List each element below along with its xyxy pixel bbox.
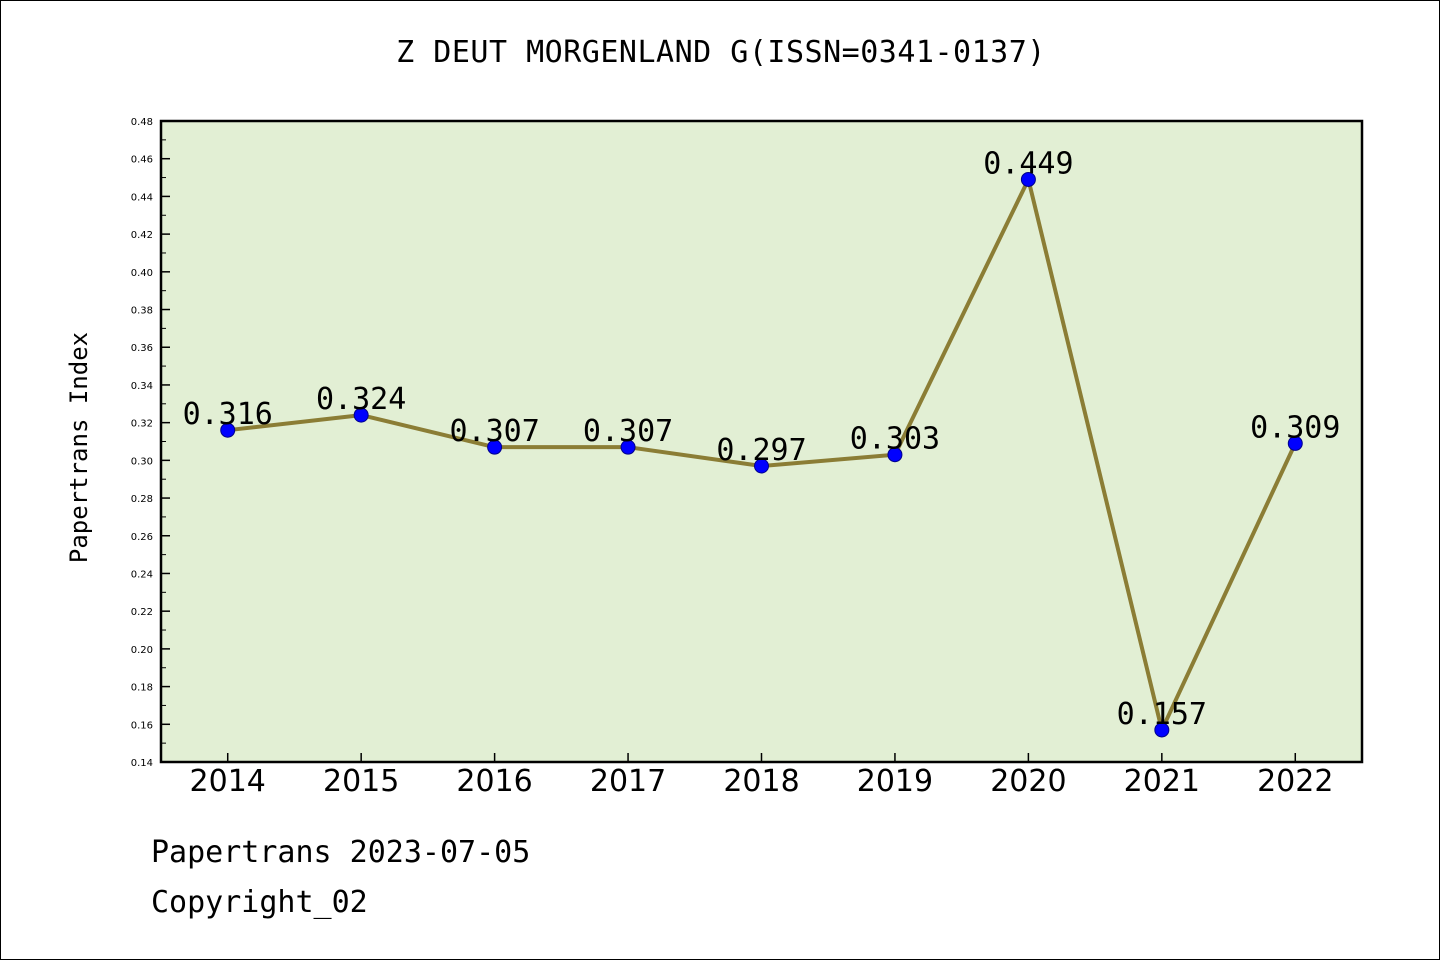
data-label: 0.157 [1117, 697, 1207, 732]
data-point [1154, 722, 1170, 738]
data-label: 0.309 [1250, 410, 1340, 445]
data-label: 0.303 [850, 422, 940, 457]
y-axis: 0.14 0.16 0.18 0.20 0.22 0.24 0.26 0.28 0.30 0.32… [131, 117, 170, 769]
data-label: 0.307 [449, 414, 539, 449]
y-axis-label: Papertrans Index [65, 332, 93, 563]
y-tick-label: 0.40 [131, 268, 153, 279]
data-label: 0.449 [983, 146, 1073, 181]
data-point [353, 407, 369, 423]
y-tick-label: 0.22 [131, 607, 153, 618]
x-tick-label: 2016 [456, 764, 532, 799]
footer-copyright: Copyright_02 [151, 885, 368, 920]
footer-date: Papertrans 2023-07-05 [151, 835, 531, 870]
x-tick-label: 2020 [990, 764, 1066, 799]
data-point [754, 458, 769, 474]
data-point [620, 439, 636, 455]
x-tick-label: 2021 [1124, 764, 1200, 799]
data-label: 0.316 [183, 397, 273, 432]
y-tick-label: 0.48 [131, 117, 153, 128]
chart-title: Z DEUT MORGENLAND G(ISSN=0341-0137) [396, 35, 1046, 70]
data-point [487, 439, 503, 455]
series-layer [220, 171, 1303, 738]
data-point [220, 422, 236, 438]
x-tick-label: 2015 [323, 764, 399, 799]
y-tick-label: 0.46 [131, 155, 153, 166]
y-tick-label: 0.42 [131, 230, 153, 241]
data-point [1020, 171, 1036, 187]
data-point [887, 447, 903, 463]
x-tick-label: 2019 [857, 764, 933, 799]
data-label: 0.307 [583, 414, 673, 449]
data-label: 0.324 [316, 382, 406, 417]
x-tick-label: 2014 [190, 764, 266, 799]
y-tick-label: 0.38 [131, 306, 153, 317]
y-tick-label: 0.18 [131, 683, 153, 694]
x-tick-label: 2022 [1257, 764, 1333, 799]
y-tick-label: 0.34 [131, 381, 153, 392]
data-label-layer: 0.316 0.324 0.307 0.307 0.297 0.303 0.449 0.157… [183, 146, 1341, 732]
y-tick-label: 0.32 [131, 419, 153, 430]
data-label: 0.297 [716, 433, 806, 468]
y-tick-label: 0.36 [131, 343, 153, 354]
y-tick-label: 0.16 [131, 720, 153, 731]
y-tick-label: 0.14 [131, 758, 153, 769]
y-tick-label: 0.30 [131, 456, 153, 467]
y-tick-label: 0.26 [131, 532, 153, 543]
plot-area [159, 119, 1364, 764]
x-axis: 2014 2015 2016 2017 2018 2019 2020 2021 2022 [190, 753, 1333, 799]
y-tick-label: 0.44 [131, 192, 153, 203]
y-tick-label: 0.28 [131, 494, 153, 505]
x-tick-label: 2017 [590, 764, 666, 799]
y-tick-label: 0.24 [131, 569, 153, 580]
y-tick-label: 0.20 [131, 645, 153, 656]
x-tick-label: 2018 [723, 764, 799, 799]
data-point [1287, 435, 1303, 451]
